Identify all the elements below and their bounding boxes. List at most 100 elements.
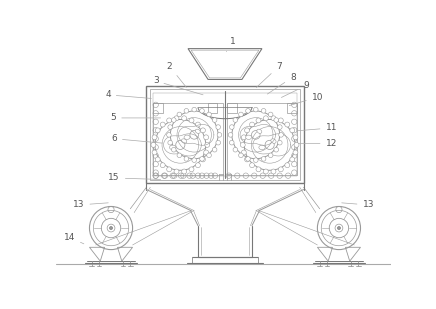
Circle shape <box>201 157 205 162</box>
Text: 11: 11 <box>297 123 337 133</box>
Circle shape <box>261 108 266 113</box>
Circle shape <box>200 108 204 113</box>
Circle shape <box>293 135 298 140</box>
Circle shape <box>256 167 261 172</box>
Circle shape <box>263 169 268 174</box>
Bar <box>208 103 217 112</box>
Circle shape <box>274 118 279 122</box>
Circle shape <box>290 157 295 162</box>
Circle shape <box>271 169 276 174</box>
Circle shape <box>189 118 194 123</box>
Circle shape <box>229 140 234 145</box>
Text: 1: 1 <box>226 37 235 52</box>
Ellipse shape <box>181 139 187 143</box>
Text: 2: 2 <box>167 62 186 87</box>
Circle shape <box>245 128 249 133</box>
Circle shape <box>233 147 238 152</box>
Circle shape <box>240 142 245 147</box>
Text: 14: 14 <box>64 233 84 244</box>
Circle shape <box>200 157 204 161</box>
Circle shape <box>177 153 182 158</box>
Circle shape <box>171 147 176 152</box>
Circle shape <box>182 116 187 121</box>
Circle shape <box>204 135 208 140</box>
Circle shape <box>238 112 243 117</box>
Circle shape <box>205 142 210 147</box>
Text: 9: 9 <box>281 81 309 97</box>
Circle shape <box>253 158 258 163</box>
Ellipse shape <box>170 145 176 150</box>
Bar <box>227 103 237 112</box>
Text: 12: 12 <box>297 139 337 148</box>
Bar <box>146 86 303 183</box>
Text: 7: 7 <box>256 62 282 87</box>
Bar <box>153 92 296 176</box>
Text: 13: 13 <box>342 201 374 210</box>
Circle shape <box>249 122 255 127</box>
Circle shape <box>268 153 273 158</box>
Circle shape <box>167 167 172 172</box>
Ellipse shape <box>184 135 190 139</box>
Circle shape <box>152 135 157 140</box>
Text: 10: 10 <box>289 93 323 106</box>
Circle shape <box>204 150 208 155</box>
Circle shape <box>277 125 282 129</box>
Ellipse shape <box>195 129 200 133</box>
Ellipse shape <box>259 145 265 150</box>
Circle shape <box>207 153 211 158</box>
Circle shape <box>216 125 221 129</box>
Circle shape <box>212 118 217 122</box>
Circle shape <box>285 163 290 168</box>
Text: 15: 15 <box>109 173 160 183</box>
Text: 13: 13 <box>73 201 108 210</box>
Circle shape <box>245 157 249 162</box>
Circle shape <box>233 118 238 122</box>
Bar <box>153 103 163 112</box>
Circle shape <box>337 226 341 230</box>
Circle shape <box>242 150 246 155</box>
Circle shape <box>216 140 221 145</box>
Circle shape <box>279 133 283 137</box>
Circle shape <box>268 112 273 117</box>
Text: 3: 3 <box>153 76 203 95</box>
Circle shape <box>278 118 283 123</box>
Circle shape <box>242 135 246 140</box>
Text: 8: 8 <box>267 73 296 94</box>
Circle shape <box>217 133 222 137</box>
Circle shape <box>109 226 112 230</box>
Circle shape <box>160 122 165 127</box>
Circle shape <box>160 163 165 168</box>
Bar <box>153 103 223 175</box>
Circle shape <box>207 112 211 117</box>
Circle shape <box>271 116 276 121</box>
Bar <box>287 103 296 112</box>
Circle shape <box>168 125 173 129</box>
Circle shape <box>177 112 182 117</box>
Text: 6: 6 <box>111 134 162 143</box>
Ellipse shape <box>271 139 276 143</box>
Circle shape <box>274 147 279 152</box>
Circle shape <box>182 169 187 174</box>
Circle shape <box>174 116 179 121</box>
Circle shape <box>189 167 194 172</box>
Circle shape <box>278 167 283 172</box>
Circle shape <box>195 122 201 127</box>
Circle shape <box>152 150 157 155</box>
Circle shape <box>261 157 266 161</box>
Circle shape <box>167 133 171 137</box>
Circle shape <box>155 128 160 133</box>
Circle shape <box>238 153 243 158</box>
Circle shape <box>184 157 189 161</box>
Circle shape <box>245 108 250 113</box>
Circle shape <box>245 157 250 161</box>
Circle shape <box>294 142 299 147</box>
Circle shape <box>192 158 197 163</box>
Circle shape <box>229 125 234 129</box>
Circle shape <box>168 140 173 145</box>
Circle shape <box>290 128 295 133</box>
Text: 4: 4 <box>105 90 151 99</box>
Circle shape <box>167 118 172 123</box>
Circle shape <box>263 116 268 121</box>
Ellipse shape <box>257 129 262 133</box>
Circle shape <box>192 107 197 112</box>
